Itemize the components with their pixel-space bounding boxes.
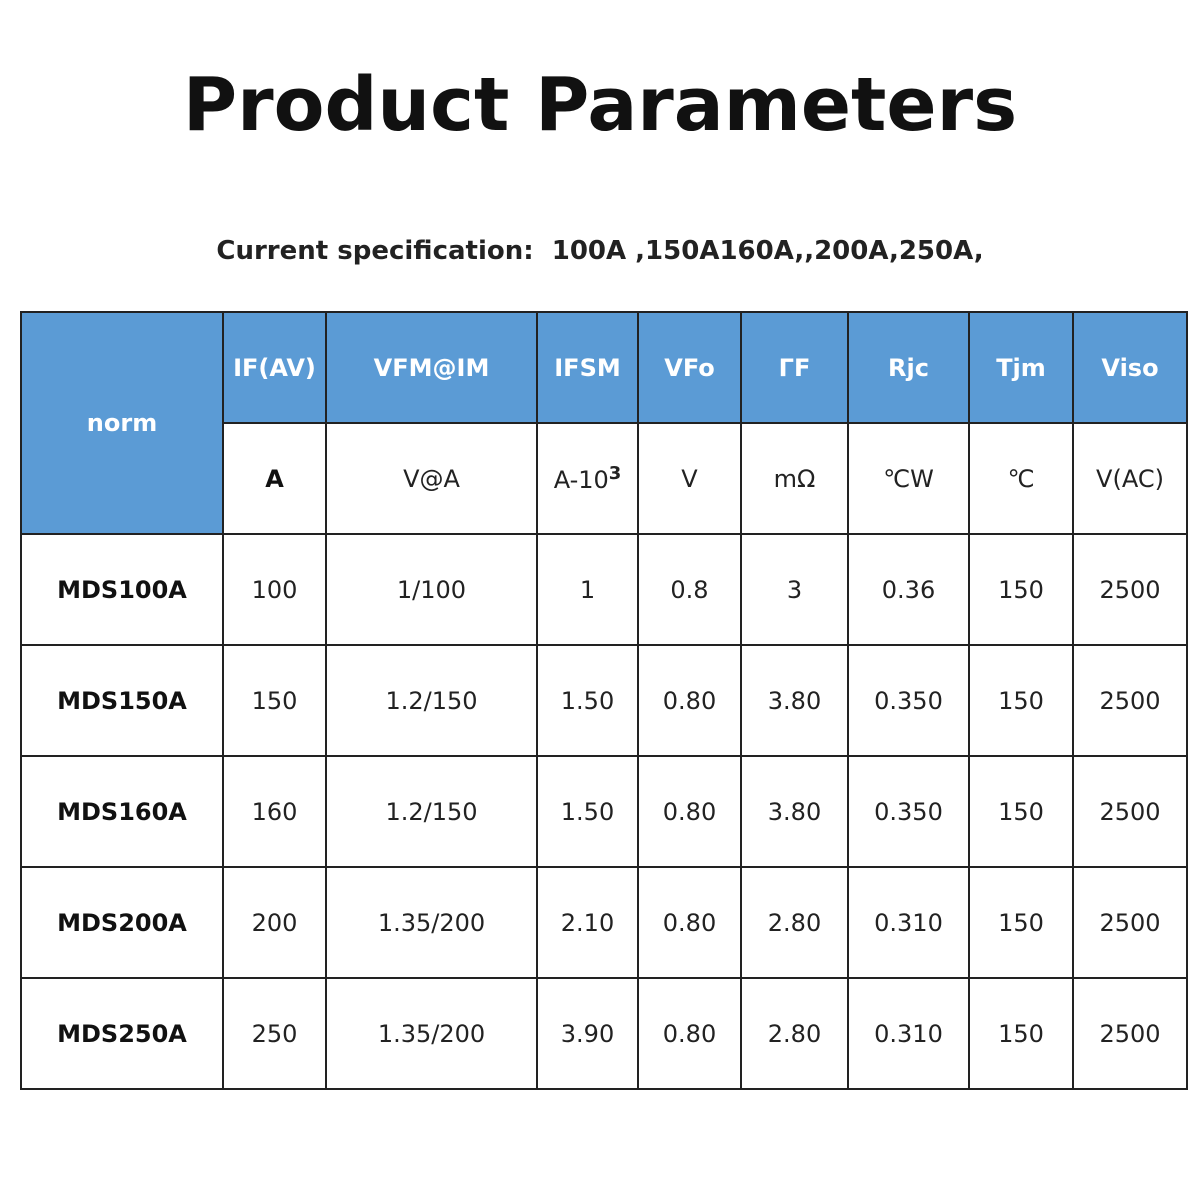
value-cell: 150 (968, 533, 1074, 646)
corner-cell: norm (20, 311, 224, 535)
model-cell: MDS150A (20, 644, 224, 757)
value-cell: 0.8 (637, 533, 742, 646)
value-cell: 150 (968, 866, 1074, 979)
unit-cell: V(AC) (1072, 422, 1188, 535)
value-cell: 3.80 (740, 755, 849, 868)
value-cell: 200 (222, 866, 327, 979)
data-row: MDS150A 150 1.2/150 1.50 0.80 3.80 0.350 150 250… (20, 644, 1188, 757)
unit-cell: V (637, 422, 742, 535)
value-cell: 250 (222, 977, 327, 1090)
title: Product Parameters (182, 62, 1018, 148)
param-header: IFSM (536, 311, 639, 424)
value-cell: 1 (536, 533, 639, 646)
value-cell: 1.35/200 (325, 977, 538, 1090)
value-cell: 0.350 (847, 755, 970, 868)
value-cell: 3.90 (536, 977, 639, 1090)
value-cell: 150 (968, 755, 1074, 868)
value-cell: 2500 (1072, 755, 1188, 868)
model-cell: MDS200A (20, 866, 224, 979)
param-header: IF(AV) (222, 311, 327, 424)
value-cell: 0.310 (847, 866, 970, 979)
value-cell: 0.80 (637, 644, 742, 757)
value-cell: 150 (968, 644, 1074, 757)
param-header: ΓF (740, 311, 849, 424)
value-cell: 1.35/200 (325, 866, 538, 979)
value-cell: 2.80 (740, 866, 849, 979)
value-cell: 160 (222, 755, 327, 868)
unit-cell: ℃ (968, 422, 1074, 535)
param-header: VFo (637, 311, 742, 424)
value-cell: 2500 (1072, 866, 1188, 979)
unit-text: A-10 (553, 466, 609, 494)
unit-cell: A (222, 422, 327, 535)
value-cell: 150 (968, 977, 1074, 1090)
value-cell: 2500 (1072, 533, 1188, 646)
value-cell: 150 (222, 644, 327, 757)
value-cell: 100 (222, 533, 327, 646)
value-cell: 0.80 (637, 755, 742, 868)
parameter-table: norm IF(AV) VFM@IM IFSM VFo ΓF Rjc Tjm Viso A V@A A… (20, 311, 1188, 1090)
unit-cell: mΩ (740, 422, 849, 535)
model-cell: MDS250A (20, 977, 224, 1090)
value-cell: 0.80 (637, 866, 742, 979)
value-cell: 1.2/150 (325, 755, 538, 868)
data-row: MDS100A 100 1/100 1 0.8 3 0.36 150 2500 (20, 533, 1188, 646)
value-cell: 0.310 (847, 977, 970, 1090)
value-cell: 0.80 (637, 977, 742, 1090)
value-cell: 0.350 (847, 644, 970, 757)
value-cell: 2500 (1072, 977, 1188, 1090)
value-cell: 1.2/150 (325, 644, 538, 757)
value-cell: 2.10 (536, 866, 639, 979)
param-header: Viso (1072, 311, 1188, 424)
model-cell: MDS160A (20, 755, 224, 868)
param-header: Tjm (968, 311, 1074, 424)
param-header: VFM@IM (325, 311, 538, 424)
value-cell: 3.80 (740, 644, 849, 757)
unit-cell: ℃W (847, 422, 970, 535)
subtitle: Current specification: 100A ,150A160A,,2… (216, 236, 984, 266)
unit-cell: A-103 (536, 422, 639, 535)
value-cell: 1.50 (536, 755, 639, 868)
data-row: MDS200A 200 1.35/200 2.10 0.80 2.80 0.310 150 25… (20, 866, 1188, 979)
value-cell: 2.80 (740, 977, 849, 1090)
value-cell: 1/100 (325, 533, 538, 646)
value-cell: 3 (740, 533, 849, 646)
data-row: MDS250A 250 1.35/200 3.90 0.80 2.80 0.310 150 25… (20, 977, 1188, 1090)
data-row: MDS160A 160 1.2/150 1.50 0.80 3.80 0.350 150 250… (20, 755, 1188, 868)
unit-cell: V@A (325, 422, 538, 535)
param-header: Rjc (847, 311, 970, 424)
value-cell: 2500 (1072, 644, 1188, 757)
unit-superscript: 3 (608, 463, 622, 484)
model-cell: MDS100A (20, 533, 224, 646)
header-row: norm IF(AV) VFM@IM IFSM VFo ΓF Rjc Tjm Viso (20, 311, 1188, 535)
value-cell: 0.36 (847, 533, 970, 646)
value-cell: 1.50 (536, 644, 639, 757)
